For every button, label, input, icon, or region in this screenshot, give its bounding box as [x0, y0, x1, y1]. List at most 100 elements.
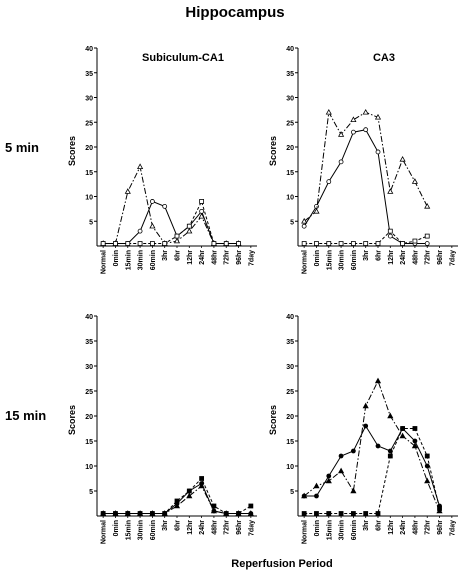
- y-tick-label: 40: [85, 314, 93, 321]
- x-tick-label: 48hr: [211, 250, 218, 265]
- data-point: [137, 511, 143, 516]
- data-point: [301, 223, 307, 229]
- x-tick-label: 30min: [339, 250, 346, 270]
- data-point: [199, 208, 205, 214]
- data-point: [301, 217, 308, 224]
- data-point: [314, 493, 319, 499]
- x-tick-label: 96hr: [236, 250, 243, 265]
- data-point: [350, 116, 357, 122]
- x-tick-label: 30min: [339, 520, 346, 540]
- data-point: [350, 448, 356, 454]
- series-square: [100, 199, 241, 246]
- data-point: [424, 202, 431, 209]
- data-point: [186, 488, 192, 494]
- data-point: [424, 233, 430, 239]
- y-tick-label: 15: [286, 439, 294, 446]
- y-tick-label: 35: [286, 339, 294, 346]
- data-point: [412, 238, 418, 244]
- y-tick-label: 35: [85, 71, 93, 78]
- y-tick-label: 25: [286, 389, 294, 396]
- data-point: [137, 228, 143, 234]
- series-circle: [100, 199, 241, 246]
- x-tick-label: 3hr: [162, 250, 169, 261]
- y-tick-label: 40: [286, 314, 294, 321]
- data-point: [137, 241, 143, 246]
- series-line: [103, 165, 239, 245]
- data-point: [338, 453, 344, 459]
- data-point: [314, 241, 319, 246]
- chart-panel-3: 5 10 15 20 25 30 35 40 Scores Normal 0min 15min 30mi…: [268, 314, 458, 544]
- x-tick-label: 0min: [113, 250, 120, 266]
- x-tick-label: 0min: [314, 250, 321, 266]
- series-line: [103, 482, 251, 514]
- x-tick-label: 72hr: [224, 520, 231, 535]
- data-point: [424, 453, 430, 459]
- data-point: [210, 507, 217, 514]
- series-line: [304, 428, 440, 514]
- data-point: [124, 188, 131, 194]
- y-tick-label: 5: [89, 219, 93, 226]
- data-point: [137, 163, 144, 170]
- series-line: [304, 424, 440, 507]
- y-tick-label: 10: [85, 464, 93, 471]
- data-point: [314, 203, 319, 209]
- data-point: [375, 511, 381, 516]
- data-point: [325, 477, 332, 484]
- x-tick-label: 96hr: [437, 250, 444, 265]
- data-point: [411, 178, 418, 184]
- data-point: [400, 241, 406, 246]
- data-point: [247, 510, 254, 516]
- data-point: [162, 511, 168, 516]
- x-tick-label: 3hr: [363, 250, 370, 261]
- data-point: [100, 511, 106, 516]
- data-point: [387, 228, 393, 234]
- data-point: [223, 511, 229, 516]
- x-tick-label: 96hr: [437, 520, 444, 535]
- data-point: [326, 179, 332, 185]
- y-tick-label: 5: [89, 489, 93, 496]
- data-point: [325, 108, 332, 115]
- data-point: [113, 511, 118, 516]
- x-tick-label: 3hr: [363, 520, 370, 531]
- data-point: [326, 473, 332, 479]
- data-point: [338, 241, 344, 246]
- y-tick-label: 15: [286, 170, 294, 177]
- x-tick-label: 7day: [248, 520, 255, 536]
- data-point: [186, 223, 192, 229]
- data-point: [223, 241, 229, 246]
- data-point: [313, 207, 320, 214]
- series-line: [303, 379, 440, 512]
- data-point: [350, 241, 356, 246]
- y-tick-label: 5: [290, 219, 294, 226]
- data-point: [412, 426, 418, 431]
- series-square: [301, 426, 442, 516]
- y-tick-label: 40: [286, 46, 294, 53]
- y-tick-label: 25: [286, 120, 294, 127]
- y-tick-label: 20: [85, 414, 93, 421]
- data-point: [399, 432, 406, 439]
- series-triangle: [301, 108, 431, 224]
- series-triangle: [100, 163, 242, 246]
- data-point: [198, 212, 205, 219]
- series-circle: [100, 481, 254, 516]
- y-tick-label: 5: [290, 489, 294, 496]
- data-point: [350, 487, 357, 494]
- data-point: [100, 241, 106, 246]
- data-point: [248, 503, 254, 509]
- y-tick-label: 15: [85, 439, 93, 446]
- data-point: [387, 188, 394, 194]
- x-tick-label: 6hr: [376, 520, 383, 531]
- series-line: [303, 129, 428, 244]
- data-point: [363, 241, 369, 246]
- data-point: [363, 511, 369, 516]
- data-point: [375, 149, 381, 155]
- x-tick-label: 60min: [351, 520, 358, 540]
- x-tick-label: 60min: [351, 250, 358, 270]
- y-tick-label: 30: [85, 96, 93, 103]
- data-point: [301, 511, 307, 516]
- data-point: [174, 233, 180, 239]
- data-point: [186, 227, 193, 234]
- data-point: [236, 241, 241, 246]
- series-triangle: [301, 377, 443, 514]
